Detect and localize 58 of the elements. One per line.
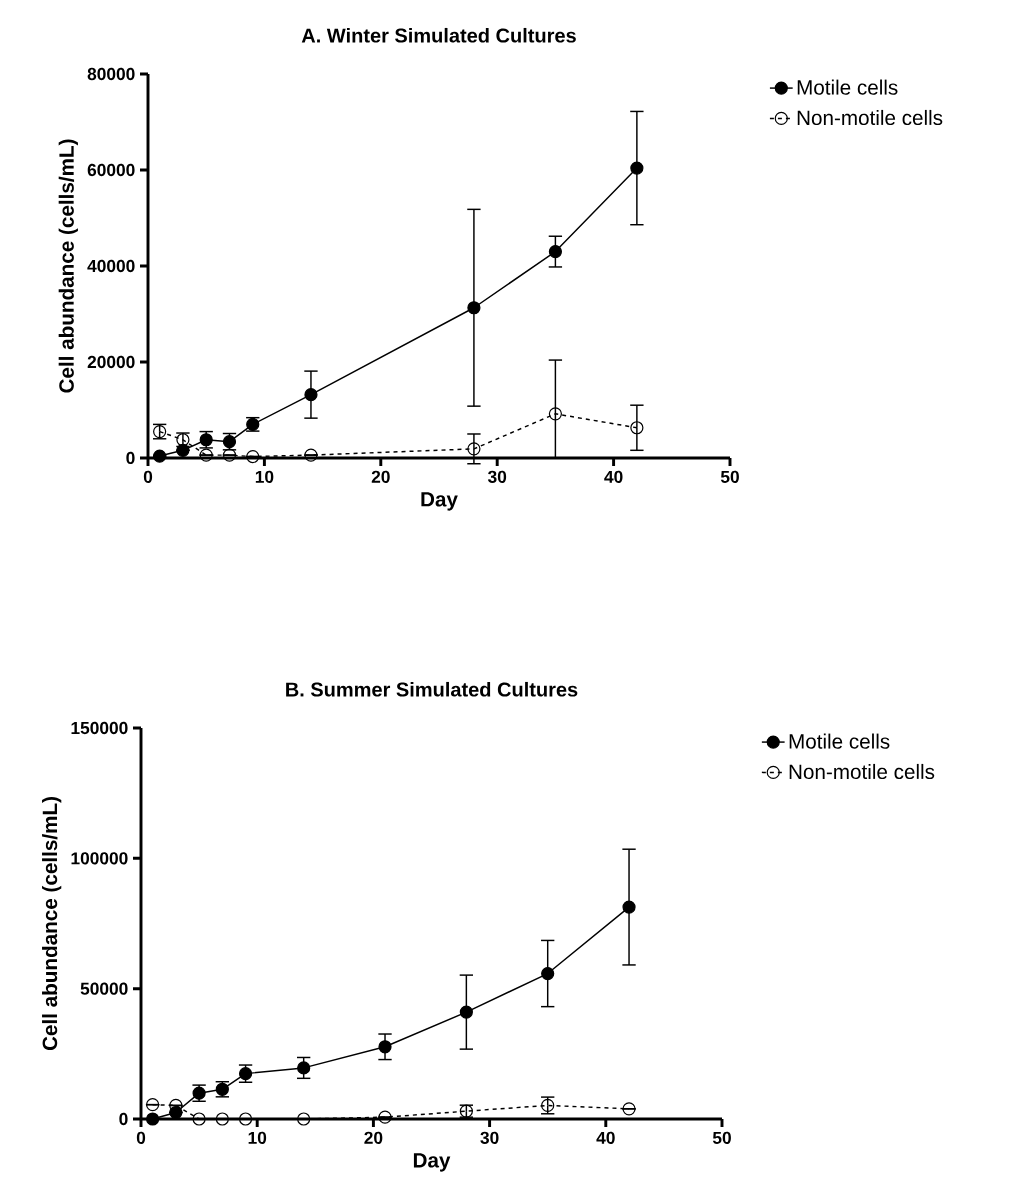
x-tick-label: 40: [604, 470, 623, 483]
x-tick-label: 40: [596, 1131, 615, 1144]
legend-label: Non-motile cells: [789, 763, 935, 780]
point: [630, 421, 644, 435]
point: [378, 1110, 392, 1124]
point: [246, 449, 260, 464]
point: [548, 407, 562, 421]
legend-label: Motile cells: [797, 79, 898, 95]
legend-label: Motile cells: [789, 733, 890, 749]
point: [238, 1112, 253, 1126]
point: [146, 1112, 160, 1126]
point: [467, 301, 481, 315]
x-tick-label: 50: [720, 470, 739, 483]
x-tick-label: 20: [364, 1131, 383, 1144]
y-tick-label: 80000: [87, 67, 135, 81]
point: [192, 1112, 206, 1126]
point: [459, 1104, 473, 1118]
x-tick-label: 10: [255, 470, 274, 483]
x-axis-title: Day: [421, 492, 458, 511]
point: [467, 442, 481, 456]
point: [297, 1061, 311, 1075]
x-tick-label: 30: [487, 470, 507, 483]
point: [297, 1112, 311, 1126]
point: [215, 1112, 229, 1126]
y-tick-label: 0: [126, 451, 135, 465]
y-tick-label: 40000: [87, 259, 135, 273]
point: [548, 245, 562, 259]
point: [153, 449, 167, 463]
x-tick-label: 10: [248, 1131, 267, 1144]
point: [146, 1098, 160, 1112]
chart-title: B. Summer Simulated Cultures: [286, 681, 578, 697]
y-axis-title: Cell abundance (cells/mL): [58, 139, 78, 393]
y-tick-label: 50000: [80, 982, 128, 995]
x-tick-label: 20: [371, 470, 390, 483]
y-tick-label: 150000: [71, 721, 128, 735]
y-tick-label: 20000: [87, 355, 135, 369]
x-axis-title: Day: [413, 1153, 451, 1172]
legend-label: Non-motile cells: [797, 109, 943, 126]
point: [176, 443, 190, 457]
x-tick-label: 50: [712, 1131, 731, 1144]
point: [630, 161, 644, 175]
y-tick-label: 60000: [87, 163, 135, 177]
point: [459, 1005, 473, 1019]
chart-title: A. Winter Simulated Cultures: [301, 27, 576, 43]
point: [199, 448, 213, 462]
point: [622, 1102, 636, 1116]
x-tick-label: 30: [480, 1131, 499, 1144]
y-tick-label: 0: [119, 1112, 128, 1126]
x-tick-label: 0: [143, 470, 153, 483]
y-axis-title: Cell abundance (cells/mL): [42, 797, 62, 1051]
y-tick-label: 100000: [71, 852, 128, 865]
x-tick-label: 0: [136, 1131, 146, 1144]
point: [304, 448, 318, 462]
point: [378, 1040, 392, 1054]
point: [541, 966, 555, 981]
point: [304, 388, 318, 402]
point: [222, 448, 237, 462]
point: [622, 900, 636, 914]
